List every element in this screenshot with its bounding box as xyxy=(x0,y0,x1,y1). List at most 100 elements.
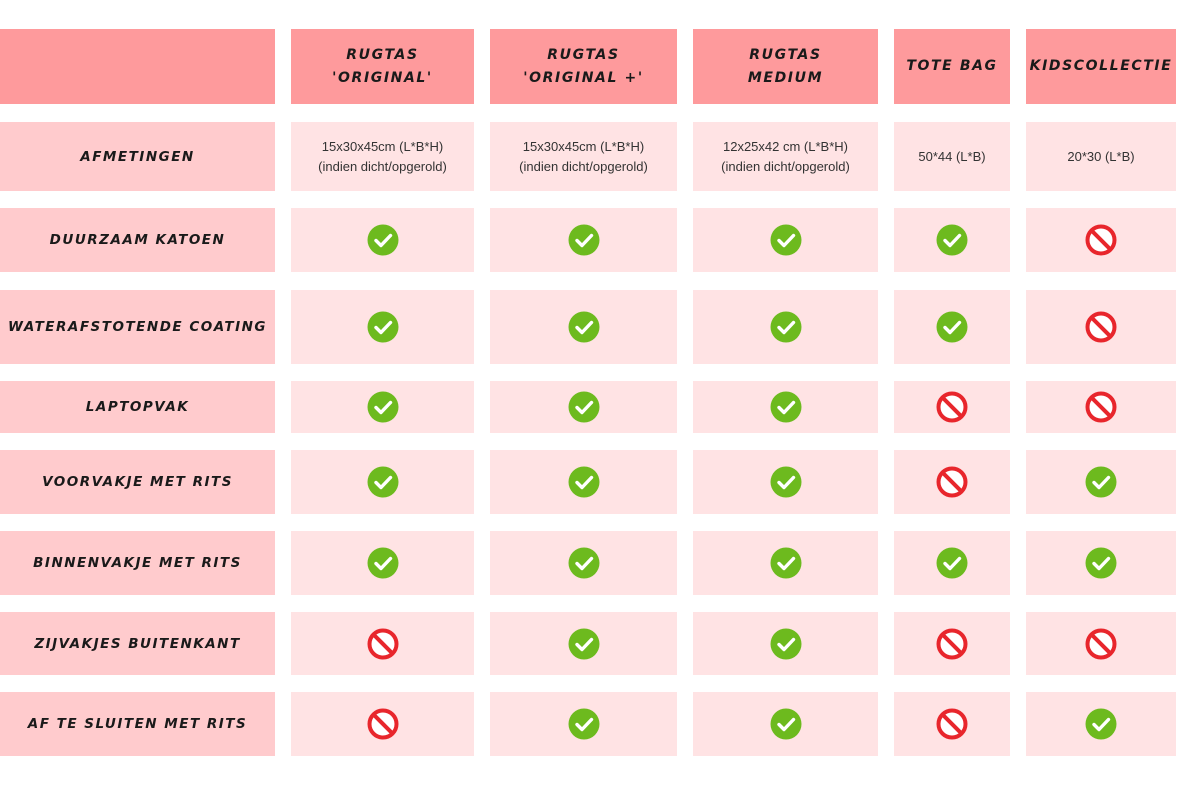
table-cell xyxy=(693,692,878,756)
table-cell xyxy=(894,290,1010,364)
table-cell xyxy=(291,612,474,675)
header-corner-cell xyxy=(0,29,275,104)
column-header-label: Rugtas 'Original' xyxy=(332,46,433,86)
row-label: Binnenvakje met rits xyxy=(33,555,242,571)
table-cell: 50*44 (L*B) xyxy=(894,122,1010,191)
table-cell xyxy=(490,692,677,756)
column-header-label: Tote bag xyxy=(906,58,998,74)
table-cell xyxy=(894,692,1010,756)
row-label: Duurzaam katoen xyxy=(49,232,226,248)
check-circle-icon xyxy=(568,466,599,498)
prohibited-icon xyxy=(936,628,968,659)
column-header: Tote bag xyxy=(894,29,1010,104)
table-cell xyxy=(1026,381,1176,433)
check-circle-icon xyxy=(770,466,801,498)
table-cell xyxy=(894,612,1010,675)
check-circle-icon xyxy=(770,708,801,740)
check-circle-icon xyxy=(568,311,599,343)
check-circle-icon xyxy=(367,547,398,579)
table-cell xyxy=(693,381,878,433)
check-circle-icon xyxy=(1085,547,1117,579)
table-cell xyxy=(291,208,474,272)
table-cell xyxy=(693,612,878,675)
cell-text: 15x30x45cm (L*B*H) (indien dicht/opgerol… xyxy=(519,138,648,174)
column-header: Rugtas 'Original +' xyxy=(490,29,677,104)
check-circle-icon xyxy=(367,391,398,423)
check-circle-icon xyxy=(367,311,398,343)
prohibited-icon xyxy=(936,466,968,498)
prohibited-icon xyxy=(1085,391,1117,423)
row-label-cell: Voorvakje met rits xyxy=(0,450,275,514)
row-label-cell: Afmetingen xyxy=(0,122,275,191)
row-label: Zijvakjes buitenkant xyxy=(34,635,241,652)
check-circle-icon xyxy=(1085,708,1117,740)
row-label-cell: Duurzaam katoen xyxy=(0,208,275,272)
table-cell: 15x30x45cm (L*B*H) (indien dicht/opgerol… xyxy=(490,122,677,191)
column-header: Rugtas Medium xyxy=(693,29,878,104)
table-cell xyxy=(291,381,474,433)
prohibited-icon xyxy=(936,708,968,740)
prohibited-icon xyxy=(936,391,968,423)
table-cell xyxy=(693,290,878,364)
row-label: Afmetingen xyxy=(80,148,195,165)
check-circle-icon xyxy=(936,547,968,579)
check-circle-icon xyxy=(770,628,801,659)
check-circle-icon xyxy=(770,224,801,256)
check-circle-icon xyxy=(568,391,599,423)
table-cell xyxy=(490,531,677,595)
check-circle-icon xyxy=(770,391,801,423)
table-cell xyxy=(490,208,677,272)
row-label-cell: Af te sluiten met rits xyxy=(0,692,275,756)
table-cell xyxy=(1026,612,1176,675)
table-cell xyxy=(291,531,474,595)
table-cell xyxy=(1026,692,1176,756)
row-label-cell: Binnenvakje met rits xyxy=(0,531,275,595)
check-circle-icon xyxy=(367,466,398,498)
check-circle-icon xyxy=(936,224,968,256)
table-cell xyxy=(894,381,1010,433)
check-circle-icon xyxy=(367,224,398,256)
table-cell xyxy=(490,290,677,364)
check-circle-icon xyxy=(568,708,599,740)
table-cell xyxy=(693,531,878,595)
table-cell xyxy=(291,450,474,514)
table-cell xyxy=(291,290,474,364)
row-label: Laptopvak xyxy=(85,399,190,415)
row-label-cell: Zijvakjes buitenkant xyxy=(0,612,275,675)
row-label: Voorvakje met rits xyxy=(42,474,233,490)
table-cell xyxy=(490,450,677,514)
cell-text: 15x30x45cm (L*B*H) (indien dicht/opgerol… xyxy=(318,138,447,174)
check-circle-icon xyxy=(568,224,599,256)
check-circle-icon xyxy=(568,547,599,579)
row-label: Waterafstotende coating xyxy=(8,319,267,335)
check-circle-icon xyxy=(1085,466,1117,498)
cell-text: 20*30 (L*B) xyxy=(1067,148,1135,164)
cell-text: 50*44 (L*B) xyxy=(918,148,986,164)
table-cell: 12x25x42 cm (L*B*H) (indien dicht/opgero… xyxy=(693,122,878,191)
prohibited-icon xyxy=(1085,311,1117,343)
table-cell: 20*30 (L*B) xyxy=(1026,122,1176,191)
table-cell xyxy=(490,381,677,433)
check-circle-icon xyxy=(770,547,801,579)
prohibited-icon xyxy=(367,708,398,740)
table-cell xyxy=(1026,450,1176,514)
table-cell xyxy=(693,450,878,514)
column-header-label: Rugtas 'Original +' xyxy=(523,46,644,86)
check-circle-icon xyxy=(936,311,968,343)
table-cell xyxy=(1026,531,1176,595)
table-cell xyxy=(894,208,1010,272)
column-header: Rugtas 'Original' xyxy=(291,29,474,104)
table-cell xyxy=(291,692,474,756)
column-header: Kidscollectie xyxy=(1026,29,1176,104)
table-cell: 15x30x45cm (L*B*H) (indien dicht/opgerol… xyxy=(291,122,474,191)
prohibited-icon xyxy=(1085,628,1117,659)
table-cell xyxy=(894,531,1010,595)
check-circle-icon xyxy=(770,311,801,343)
table-cell xyxy=(1026,208,1176,272)
table-cell xyxy=(894,450,1010,514)
table-cell xyxy=(490,612,677,675)
row-label-cell: Waterafstotende coating xyxy=(0,290,275,364)
prohibited-icon xyxy=(1085,224,1117,256)
table-cell xyxy=(693,208,878,272)
